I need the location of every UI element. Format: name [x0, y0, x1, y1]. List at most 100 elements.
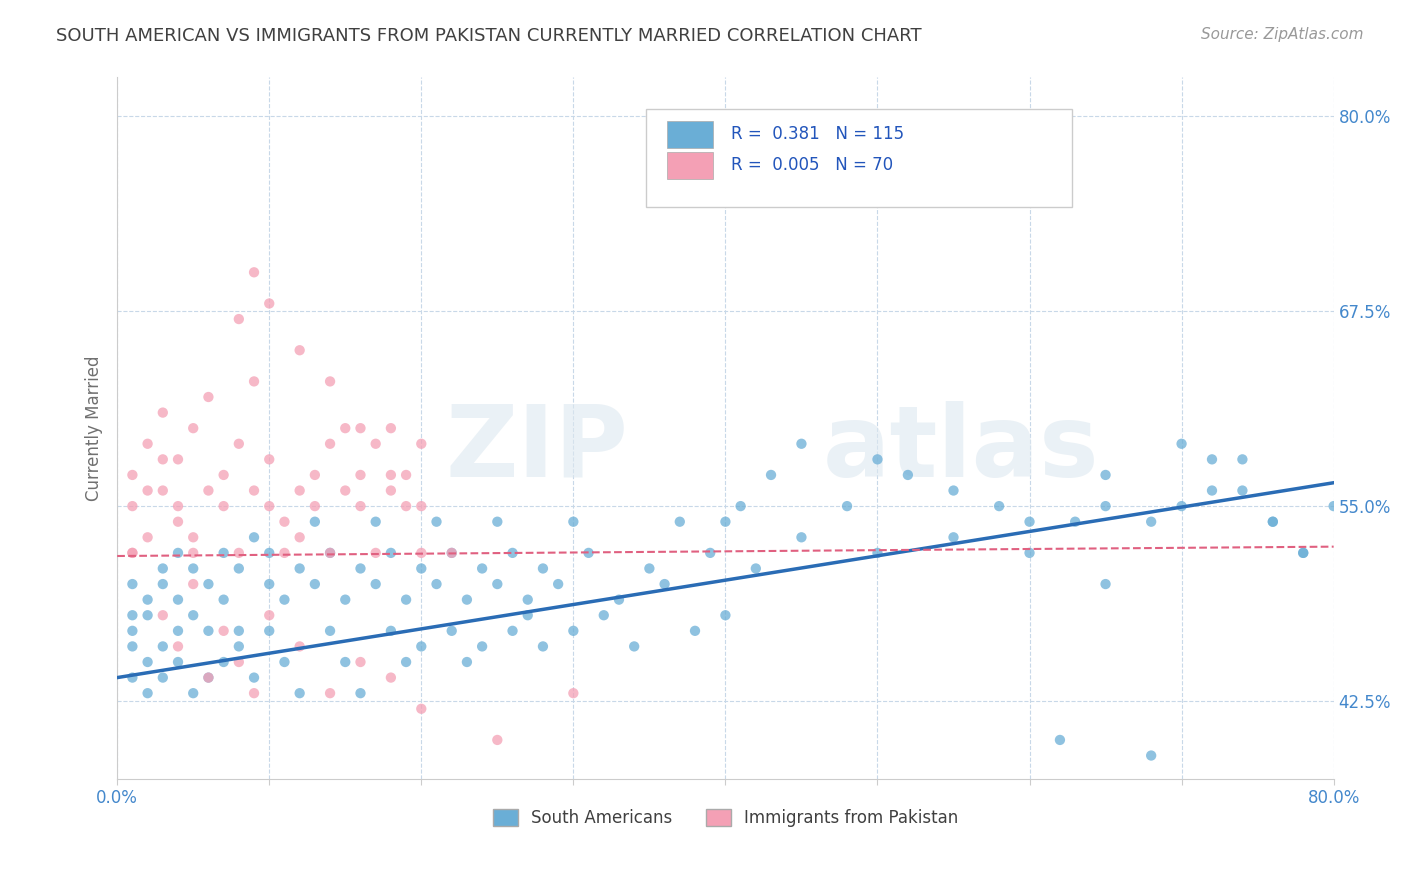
Point — [167, 624, 190, 638]
Point — [319, 546, 342, 560]
Point — [486, 733, 509, 747]
Point — [349, 686, 371, 700]
Point — [181, 530, 204, 544]
Point — [212, 467, 235, 482]
Point — [349, 467, 371, 482]
Point — [638, 561, 661, 575]
Point — [121, 546, 143, 560]
Point — [152, 452, 174, 467]
Point — [304, 499, 326, 513]
Point — [1323, 499, 1346, 513]
Point — [121, 671, 143, 685]
Point — [1292, 546, 1315, 560]
Point — [1140, 748, 1163, 763]
Point — [562, 624, 585, 638]
Point — [349, 561, 371, 575]
Point — [181, 577, 204, 591]
Point — [745, 561, 768, 575]
Bar — [666, 153, 713, 179]
Point — [364, 546, 387, 560]
Point — [136, 436, 159, 450]
Point — [623, 640, 645, 654]
Point — [395, 499, 418, 513]
Point — [790, 530, 813, 544]
Point — [152, 406, 174, 420]
Point — [607, 592, 630, 607]
Point — [516, 608, 538, 623]
Point — [335, 592, 357, 607]
Point — [440, 546, 463, 560]
Point — [531, 640, 554, 654]
Point — [319, 436, 342, 450]
Point — [425, 577, 447, 591]
Point — [273, 515, 295, 529]
Point — [121, 577, 143, 591]
Point — [411, 436, 433, 450]
Point — [288, 561, 311, 575]
Point — [1261, 515, 1284, 529]
Point — [197, 483, 219, 498]
Point — [897, 467, 920, 482]
Point — [243, 686, 266, 700]
Point — [380, 671, 402, 685]
Point — [380, 421, 402, 435]
Point — [440, 624, 463, 638]
Point — [547, 577, 569, 591]
Point — [683, 624, 706, 638]
Point — [411, 561, 433, 575]
Point — [181, 546, 204, 560]
Point — [167, 592, 190, 607]
Point — [197, 577, 219, 591]
Point — [411, 546, 433, 560]
Point — [1170, 499, 1192, 513]
Point — [471, 561, 494, 575]
Point — [380, 483, 402, 498]
Point — [121, 499, 143, 513]
Point — [243, 671, 266, 685]
Point — [835, 499, 858, 513]
Point — [304, 515, 326, 529]
Point — [1094, 577, 1116, 591]
Point — [714, 515, 737, 529]
Point — [335, 421, 357, 435]
Point — [212, 592, 235, 607]
Point — [228, 624, 250, 638]
Point — [152, 671, 174, 685]
Point — [136, 530, 159, 544]
Point — [228, 312, 250, 326]
Point — [942, 483, 965, 498]
Point — [411, 702, 433, 716]
Point — [288, 343, 311, 358]
Point — [1064, 515, 1087, 529]
Point — [152, 577, 174, 591]
Point — [411, 499, 433, 513]
Point — [121, 546, 143, 560]
Point — [257, 577, 280, 591]
Point — [136, 655, 159, 669]
Point — [578, 546, 600, 560]
Point — [136, 608, 159, 623]
Text: ZIP: ZIP — [446, 401, 628, 498]
Point — [257, 608, 280, 623]
Bar — [666, 121, 713, 147]
Point — [699, 546, 721, 560]
Point — [942, 530, 965, 544]
Point — [486, 577, 509, 591]
Y-axis label: Currently Married: Currently Married — [86, 355, 103, 501]
Point — [364, 436, 387, 450]
Point — [319, 375, 342, 389]
Point — [243, 530, 266, 544]
Point — [668, 515, 690, 529]
Point — [228, 546, 250, 560]
Point — [228, 561, 250, 575]
Point — [136, 483, 159, 498]
Text: SOUTH AMERICAN VS IMMIGRANTS FROM PAKISTAN CURRENTLY MARRIED CORRELATION CHART: SOUTH AMERICAN VS IMMIGRANTS FROM PAKIST… — [56, 27, 922, 45]
Point — [440, 546, 463, 560]
Point — [380, 546, 402, 560]
Point — [335, 483, 357, 498]
Point — [471, 640, 494, 654]
Point — [121, 640, 143, 654]
Point — [502, 624, 524, 638]
Point — [243, 375, 266, 389]
Point — [257, 624, 280, 638]
